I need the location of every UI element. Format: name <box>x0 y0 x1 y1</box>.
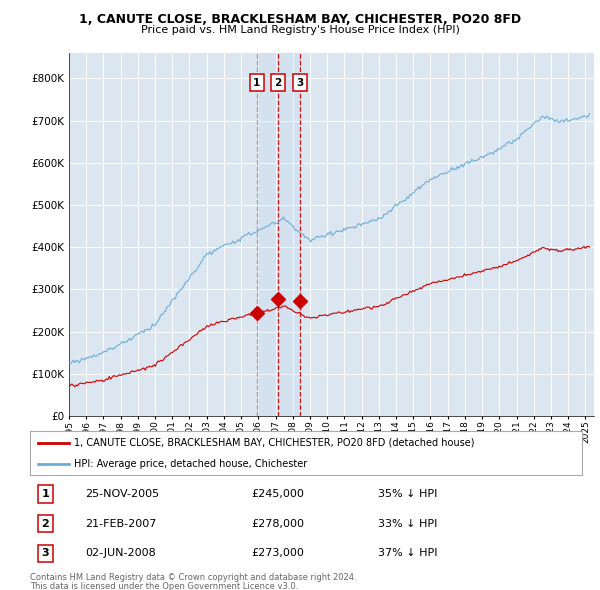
Bar <box>257 53 300 416</box>
Text: £245,000: £245,000 <box>251 489 304 499</box>
Text: 37% ↓ HPI: 37% ↓ HPI <box>378 548 437 558</box>
Text: 2: 2 <box>41 519 49 529</box>
Text: 1: 1 <box>41 489 49 499</box>
Text: £278,000: £278,000 <box>251 519 304 529</box>
Text: Contains HM Land Registry data © Crown copyright and database right 2024.: Contains HM Land Registry data © Crown c… <box>30 573 356 582</box>
Text: 3: 3 <box>296 78 304 88</box>
Text: This data is licensed under the Open Government Licence v3.0.: This data is licensed under the Open Gov… <box>30 582 298 590</box>
Text: 35% ↓ HPI: 35% ↓ HPI <box>378 489 437 499</box>
Text: 21-FEB-2007: 21-FEB-2007 <box>85 519 157 529</box>
Text: 1, CANUTE CLOSE, BRACKLESHAM BAY, CHICHESTER, PO20 8FD: 1, CANUTE CLOSE, BRACKLESHAM BAY, CHICHE… <box>79 13 521 26</box>
Text: 3: 3 <box>41 548 49 558</box>
Text: Price paid vs. HM Land Registry's House Price Index (HPI): Price paid vs. HM Land Registry's House … <box>140 25 460 35</box>
Text: 2: 2 <box>274 78 281 88</box>
Text: 02-JUN-2008: 02-JUN-2008 <box>85 548 156 558</box>
Text: 1, CANUTE CLOSE, BRACKLESHAM BAY, CHICHESTER, PO20 8FD (detached house): 1, CANUTE CLOSE, BRACKLESHAM BAY, CHICHE… <box>74 438 475 448</box>
Text: £273,000: £273,000 <box>251 548 304 558</box>
Text: 33% ↓ HPI: 33% ↓ HPI <box>378 519 437 529</box>
Text: HPI: Average price, detached house, Chichester: HPI: Average price, detached house, Chic… <box>74 459 307 469</box>
Text: 25-NOV-2005: 25-NOV-2005 <box>85 489 160 499</box>
Text: 1: 1 <box>253 78 260 88</box>
